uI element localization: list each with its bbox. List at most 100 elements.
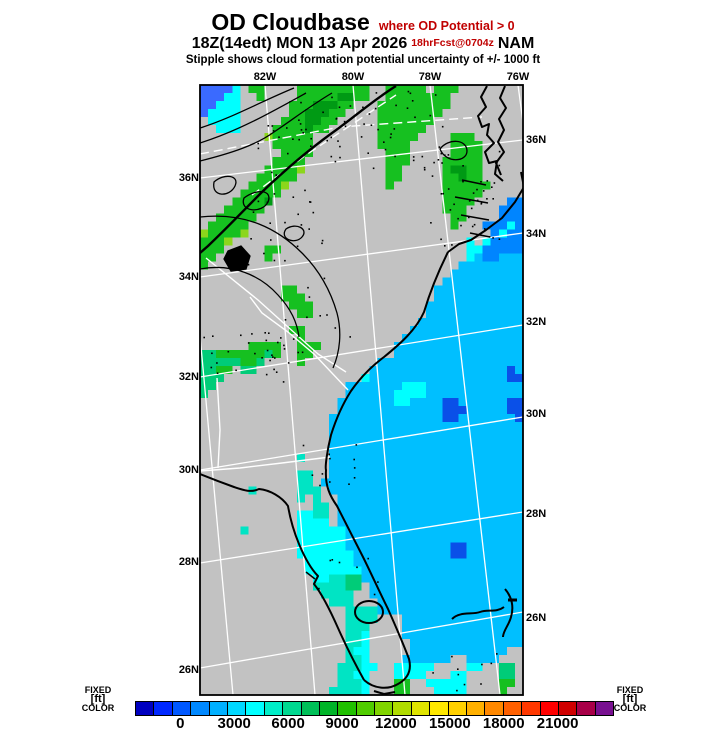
colorbar-tick-label: 6000: [271, 715, 305, 732]
stipple-dot: [431, 175, 434, 177]
stipple-dot: [434, 94, 437, 96]
stipple-dot: [389, 136, 392, 139]
colorbar-segment: [172, 702, 192, 715]
state-border-ga-fl: [200, 456, 331, 472]
stipple-dot: [491, 186, 493, 188]
stipple-dot: [326, 314, 328, 316]
colorbar-segment: [264, 702, 284, 715]
stipple-dot: [353, 477, 356, 479]
stipple-dot: [227, 350, 230, 353]
stipple-dot: [266, 349, 269, 352]
stipple-dot: [492, 198, 494, 200]
stipple-dot: [257, 147, 260, 150]
stipple-dot: [269, 222, 271, 224]
stipple-dot: [441, 162, 443, 164]
graticule-latitude-line: [200, 511, 523, 564]
stipple-dot: [407, 90, 410, 93]
stipple-dot: [390, 133, 392, 135]
colorbar-tick-label: 12000: [375, 715, 417, 732]
stipple-dot: [292, 138, 294, 140]
terrain-contour: [200, 87, 295, 129]
latitude-label-right: 30N: [526, 408, 547, 420]
stipple-dot: [273, 368, 275, 371]
longitude-label: 82W: [253, 71, 277, 83]
stipple-dot: [292, 338, 295, 340]
stipple-dot: [273, 259, 276, 262]
stipple-dot: [384, 148, 387, 151]
stipple-dot: [423, 166, 426, 169]
gulf-coastline: [200, 473, 365, 681]
graticule-latitude-line: [200, 416, 523, 471]
stipple-dot: [367, 152, 369, 154]
stipple-dot: [240, 334, 242, 337]
fixed-label: FIXED: [616, 685, 644, 695]
condition-note: where OD Potential > 0: [378, 19, 515, 33]
state-border-tn-nc: [251, 94, 397, 196]
latitude-label-left: 30N: [178, 464, 199, 476]
stipple-dot: [318, 587, 320, 590]
stipple-dot: [463, 683, 466, 686]
stipple-dot: [344, 125, 347, 128]
stipple-dot: [480, 201, 483, 204]
lake-okeechobee: [354, 600, 384, 624]
stipple-dot: [267, 125, 270, 127]
stipple-dot: [247, 342, 250, 344]
stipple-dot: [287, 152, 289, 155]
stipple-dot: [271, 354, 273, 356]
product-name: OD Cloudbase: [211, 9, 370, 35]
stipple-dot: [269, 359, 271, 362]
stipple-dot: [480, 181, 482, 183]
stipple-dot: [210, 366, 213, 369]
stipple-dot: [302, 132, 304, 134]
stipple-dot: [235, 369, 237, 372]
terrain-contours: [200, 85, 468, 369]
stipple-dot: [471, 225, 474, 228]
stipple-dot: [394, 155, 396, 158]
stipple-dot: [421, 155, 424, 158]
stipple-dot: [277, 341, 279, 344]
stipple-dot: [393, 128, 396, 130]
stipple-dot: [216, 362, 218, 364]
stipple-dot: [490, 662, 493, 665]
latitude-label-left: 32N: [178, 371, 199, 383]
stipple-dot: [360, 136, 363, 138]
stipple-dot: [264, 332, 266, 334]
stipple-dot: [480, 683, 482, 685]
stipple-dot: [473, 223, 476, 226]
colorbar-tick-label: 0: [176, 715, 185, 732]
stipple-dot: [212, 335, 214, 337]
stipple-dot: [266, 201, 269, 204]
color-label: COLOR: [81, 703, 115, 713]
graticule-longitude-line: [264, 85, 316, 695]
stipple-dot: [498, 150, 501, 153]
terrain-contour: [200, 266, 300, 338]
stipple-dot: [447, 154, 450, 156]
colorbar-segment: [319, 702, 339, 715]
stipple-dot: [447, 188, 450, 190]
stipple-dot: [356, 566, 358, 569]
stipple-dot: [411, 100, 414, 102]
stipple-dot: [437, 159, 440, 161]
stipple-dot: [440, 193, 443, 195]
stipple-dots: [203, 90, 501, 692]
stipple-dot: [251, 333, 253, 335]
florida-keys: [373, 690, 396, 695]
terrain-contour: [200, 92, 333, 162]
stipple-dot: [334, 160, 337, 163]
grand-bahama-island: [451, 606, 505, 620]
stipple-dot: [302, 444, 305, 447]
stipple-dot: [496, 653, 498, 655]
stipple-dot: [331, 96, 333, 99]
stipple-dot: [339, 156, 341, 159]
stipple-dot: [395, 104, 397, 107]
stipple-dot: [271, 125, 274, 127]
stipple-dot: [330, 136, 333, 139]
stipple-dot: [460, 224, 462, 227]
stipple-dot: [211, 352, 213, 355]
stipple-dot: [433, 161, 435, 164]
stipple-dot: [476, 199, 479, 202]
stipple-dot: [482, 190, 485, 192]
stipple-dot: [338, 106, 341, 109]
stipple-dot: [468, 200, 471, 202]
